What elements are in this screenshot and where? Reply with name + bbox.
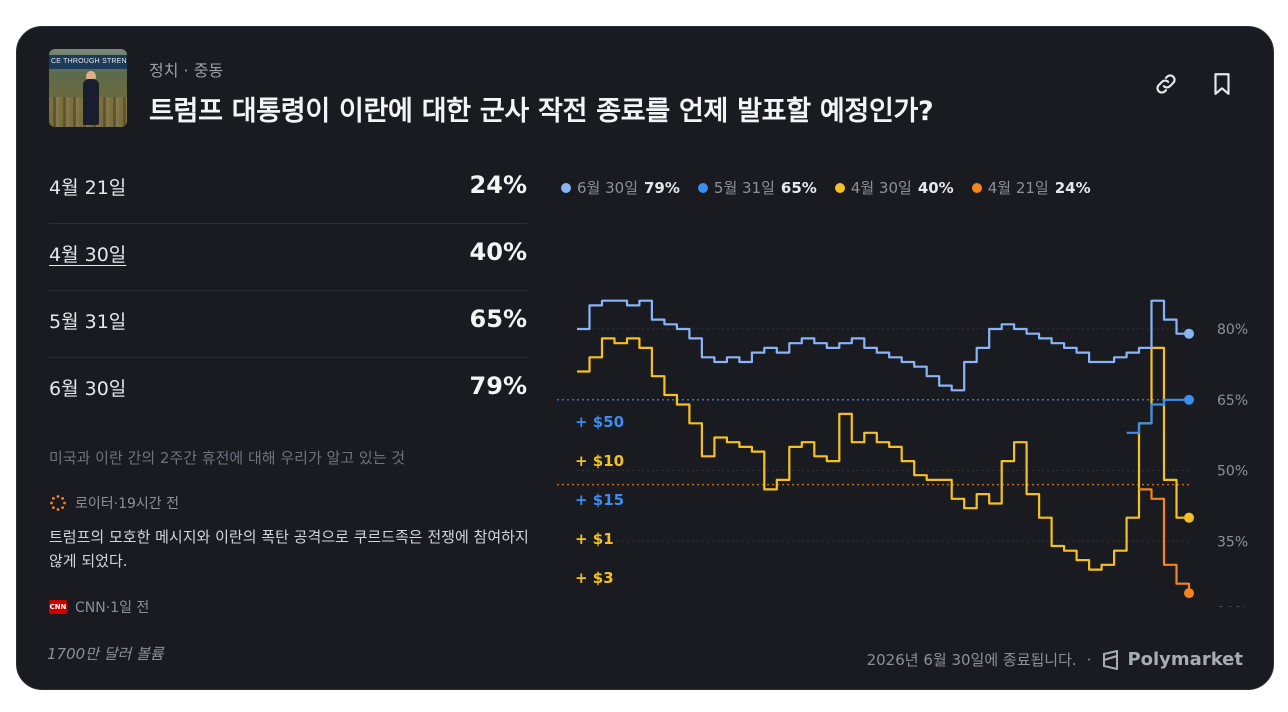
legend-value: 65% <box>780 178 817 197</box>
end-date-text: 2026년 6월 30일에 종료됩니다. <box>866 651 1077 669</box>
legend-dot-icon <box>697 182 708 193</box>
y-tick-label: 35% <box>1217 534 1248 550</box>
legend-dot-icon <box>971 182 982 193</box>
outcome-row[interactable]: 4월 21일 24% <box>49 157 527 224</box>
breadcrumb-separator: · <box>183 61 194 80</box>
breadcrumb: 정치 · 중동 <box>149 57 223 81</box>
cnn-logo-icon: CNN <box>49 600 67 614</box>
series-line <box>1126 398 1189 434</box>
thumbnail-banner-text: CE THROUGH STRENG <box>51 58 127 65</box>
chart-legend: 6월 30일 79% 5월 31일 65% 4월 30일 40% 4월 21일 … <box>561 177 1091 198</box>
news-source-label: CNN·1일 전 <box>75 600 150 616</box>
footer: 2026년 6월 30일에 종료됩니다. · Polymarket <box>867 649 1243 670</box>
price-chart[interactable]: 80% 65% 50% 35% 20% + $50 + $10 + $15 + $1 + $3 <box>557 227 1257 607</box>
outcome-percentage: 40% <box>469 238 527 266</box>
series-line <box>577 299 1189 392</box>
news-source-reuters[interactable]: 로이터·19시간 전 <box>49 493 179 513</box>
legend-item[interactable]: 4월 30일 40% <box>834 177 954 198</box>
outcome-percentage: 24% <box>469 171 527 199</box>
legend-name: 4월 30일 <box>850 179 912 197</box>
outcome-row[interactable]: 5월 31일 65% <box>49 291 527 358</box>
trade-badge: + $3 <box>575 569 614 587</box>
outcome-row[interactable]: 4월 30일 40% <box>49 224 527 291</box>
outcome-label: 5월 31일 <box>49 311 127 333</box>
thumbnail-figure-head <box>86 71 96 82</box>
legend-value: 40% <box>917 178 954 197</box>
footer-separator: · <box>1086 650 1092 669</box>
y-tick-label: 50% <box>1217 464 1248 480</box>
series-end-point <box>1184 394 1194 405</box>
link-icon[interactable] <box>1153 71 1179 97</box>
outcome-label[interactable]: 4월 30일 <box>49 244 127 266</box>
legend-name: 6월 30일 <box>577 179 638 197</box>
y-tick-label: 80% <box>1217 322 1248 338</box>
news-body[interactable]: 트럼프의 모호한 메시지와 이란의 폭탄 공격으로 쿠르드족은 전쟁에 참여하지… <box>49 528 529 570</box>
subcategory-link[interactable]: 중동 <box>193 61 224 80</box>
thumbnail-figure <box>83 79 99 125</box>
series-end-point <box>1184 328 1194 339</box>
outcome-row[interactable]: 6월 30일 79% <box>49 358 527 424</box>
volume-text: 1700만 달러 볼륨 <box>47 645 164 663</box>
legend-item[interactable]: 4월 21일 24% <box>971 177 1091 198</box>
reuters-logo-icon <box>50 495 66 511</box>
series-line <box>1139 488 1191 594</box>
news-source-label: 로이터·19시간 전 <box>75 496 179 512</box>
category-link[interactable]: 정치 <box>149 61 179 80</box>
trade-badge: + $50 <box>575 413 624 431</box>
outcome-label: 6월 30일 <box>49 378 127 400</box>
market-title: 트럼프 대통령이 이란에 대한 군사 작전 종료를 언제 발표할 예정인가? <box>149 96 934 127</box>
news-source-cnn[interactable]: CNN CNN·1일 전 <box>49 597 149 617</box>
polymarket-brand[interactable]: Polymarket <box>1101 649 1243 670</box>
legend-item[interactable]: 5월 31일 65% <box>697 177 817 198</box>
outcome-percentage: 65% <box>469 305 527 333</box>
legend-name: 4월 21일 <box>987 179 1049 197</box>
y-tick-label: 20% <box>1217 605 1248 607</box>
polymarket-logo-icon <box>1103 649 1119 670</box>
trade-badge: + $10 <box>575 452 624 470</box>
legend-value: 24% <box>1054 178 1091 197</box>
series-end-point <box>1184 512 1194 523</box>
thumbnail-banner: CE THROUGH STRENG <box>49 55 127 69</box>
legend-dot-icon <box>561 182 571 193</box>
legend-value: 79% <box>644 178 680 197</box>
legend-dot-icon <box>834 182 845 193</box>
outcome-list: 4월 21일 24% 4월 30일 40% 5월 31일 65% 6월 30일 … <box>49 157 527 424</box>
legend-name: 5월 31일 <box>713 179 775 197</box>
outcome-label: 4월 21일 <box>49 177 127 199</box>
trade-badge: + $1 <box>575 530 614 548</box>
bookmark-icon[interactable] <box>1209 71 1235 97</box>
y-tick-label: 65% <box>1217 393 1248 409</box>
legend-item[interactable]: 6월 30일 79% <box>561 177 680 198</box>
news-headline[interactable]: 미국과 이란 간의 2주간 휴전에 대해 우리가 알고 있는 것 <box>49 449 406 467</box>
series-end-point <box>1184 588 1194 599</box>
outcome-percentage: 79% <box>469 372 527 400</box>
market-card: CE THROUGH STRENG 정치 · 중동 트럼프 대통령이 이란에 대… <box>16 26 1274 690</box>
trade-badge: + $15 <box>575 491 624 509</box>
market-thumbnail[interactable]: CE THROUGH STRENG <box>49 49 127 127</box>
brand-name: Polymarket <box>1127 649 1243 670</box>
series-line <box>577 337 1189 571</box>
